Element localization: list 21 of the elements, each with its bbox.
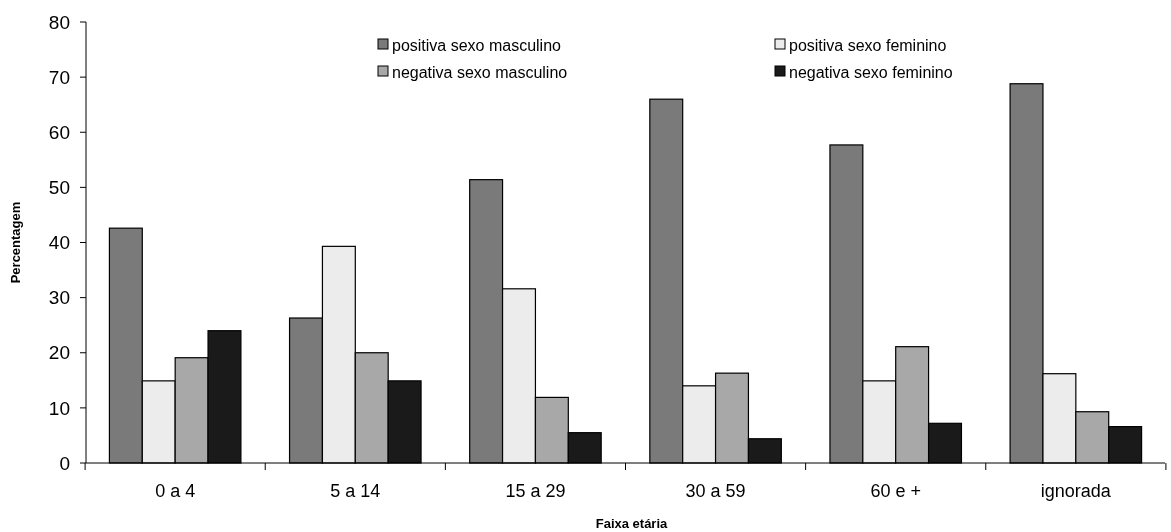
y-tick-label: 50 xyxy=(48,177,70,199)
legend-label: positiva sexo feminino xyxy=(789,36,947,54)
x-tick-label: 5 a 14 xyxy=(330,481,381,501)
y-tick-label: 0 xyxy=(59,452,70,474)
legend-label: negativa sexo feminino xyxy=(789,63,953,81)
y-tick-label: 80 xyxy=(48,11,70,33)
legend-label: positiva sexo masculino xyxy=(392,36,562,54)
x-axis-title: Faixa etária xyxy=(595,516,669,531)
y-tick-label: 60 xyxy=(48,121,70,143)
x-tick-label: 30 a 59 xyxy=(685,481,746,501)
x-tick-label: 15 a 29 xyxy=(505,481,566,501)
y-tick-label: 10 xyxy=(48,397,70,419)
y-tick-label: 30 xyxy=(48,287,70,309)
x-tick-label: ignorada xyxy=(1040,481,1112,501)
x-tick-label: 0 a 4 xyxy=(155,481,196,501)
y-tick-label: 40 xyxy=(48,232,70,254)
y-tick-label: 70 xyxy=(48,66,70,88)
x-tick-label: 60 e + xyxy=(870,481,921,501)
y-tick-label: 20 xyxy=(48,342,70,364)
y-axis-title: Percentagem xyxy=(8,201,23,284)
legend-label: negativa sexo masculino xyxy=(392,63,568,81)
